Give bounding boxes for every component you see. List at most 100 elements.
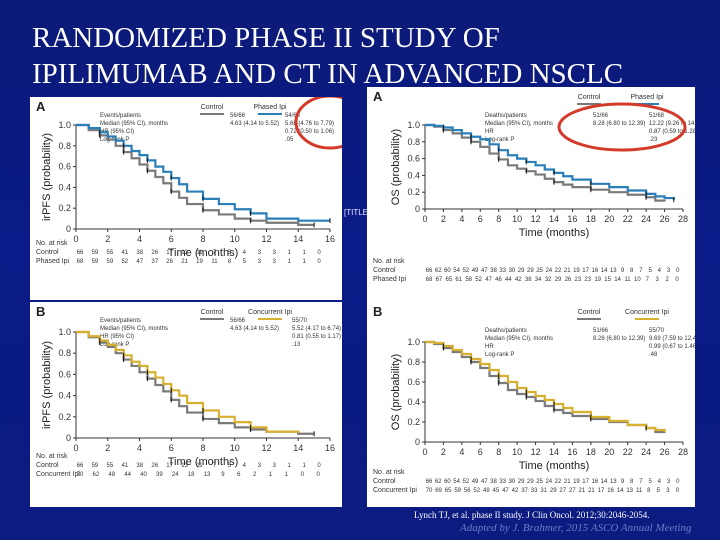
risk-value: 0 xyxy=(676,268,680,274)
risk-value: 17 xyxy=(598,488,605,494)
table-row-label: HR xyxy=(485,344,494,350)
risk-value: 3 xyxy=(656,277,660,283)
table-row-label: Log-rank P xyxy=(485,137,514,143)
x-tick-label: 14 xyxy=(549,447,559,457)
table-treatment-value: 9.69 (7.59 to 12.46) xyxy=(649,336,695,342)
citation: Lynch TJ, et al. phase II study. J Clin … xyxy=(414,510,650,520)
legend-label: Control xyxy=(201,309,224,316)
y-tick-label: 0.4 xyxy=(58,391,71,401)
panel-label: A xyxy=(36,99,46,114)
chart-os-phased: A00.20.40.60.81.00 2 4 6 8 10 12 14 16 18 20 22 24 26… xyxy=(373,89,695,283)
risk-value: 49 xyxy=(472,479,479,485)
km-curve-phased-ipi xyxy=(425,123,675,200)
x-tick-label: 14 xyxy=(293,234,303,244)
risk-value: 44 xyxy=(505,277,512,283)
risk-value: 47 xyxy=(502,488,509,494)
table-treatment-value: .23 xyxy=(649,137,658,143)
risk-value: 32 xyxy=(545,277,552,283)
x-tick-label: 4 xyxy=(459,447,464,457)
table-control-value: 4.63 (4.14 to 5.52) xyxy=(230,326,279,332)
x-tick-label: 26 xyxy=(660,447,670,457)
risk-value: 4 xyxy=(243,250,247,256)
highlight-circle xyxy=(294,97,342,150)
risk-value: 13 xyxy=(610,268,617,274)
x-tick-label: 0 xyxy=(422,214,427,224)
risk-value: 1 xyxy=(288,259,292,265)
risk-value: 3 xyxy=(273,259,277,265)
x-tick-label: 4 xyxy=(137,234,142,244)
x-tick-label: 0 xyxy=(73,443,78,453)
x-tick-label: 10 xyxy=(512,214,522,224)
legend-label: Phased Ipi xyxy=(630,94,664,101)
risk-value: 62 xyxy=(435,479,442,485)
y-tick-label: 0.6 xyxy=(58,162,71,172)
risk-value: 59 xyxy=(92,463,99,469)
table-treatment-value: .13 xyxy=(292,342,301,348)
risk-table-title: No. at risk xyxy=(373,469,405,476)
table-row-label: Median (95% CI), months xyxy=(485,336,553,342)
risk-value: 23 xyxy=(575,277,582,283)
x-tick-label: 6 xyxy=(478,214,483,224)
risk-table-title: No. at risk xyxy=(36,240,68,247)
risk-value: 39 xyxy=(156,472,163,478)
risk-value: 52 xyxy=(463,268,470,274)
risk-value: 68 xyxy=(426,277,433,283)
risk-value: 44 xyxy=(124,472,131,478)
risk-value: 22 xyxy=(555,268,562,274)
risk-value: 1 xyxy=(288,250,292,256)
table-treatment-value: 5.68 (4.76 to 7.79) xyxy=(285,121,334,127)
risk-value: 47 xyxy=(481,268,488,274)
y-tick-label: 0 xyxy=(66,224,71,234)
risk-value: 66 xyxy=(426,268,433,274)
risk-value: 1 xyxy=(285,472,289,478)
table-row-label: Events/patients xyxy=(100,113,141,119)
risk-value: 13 xyxy=(626,488,633,494)
risk-value: 49 xyxy=(472,268,479,274)
risk-value: 38 xyxy=(136,463,143,469)
risk-value: 66 xyxy=(426,479,433,485)
table-row-label: Median (95% CI), months xyxy=(100,326,168,332)
table-control-value: 56/66 xyxy=(230,318,246,324)
y-axis-label: OS (probability) xyxy=(390,129,402,205)
risk-value: 19 xyxy=(594,277,601,283)
table-row-label: Median (95% CI), months xyxy=(485,121,553,127)
risk-value: 70 xyxy=(426,488,433,494)
y-tick-label: 0.2 xyxy=(58,203,71,213)
risk-value: 11 xyxy=(211,259,218,265)
legend-label: Control xyxy=(201,104,224,111)
risk-value: 21 xyxy=(564,479,571,485)
x-tick-label: 8 xyxy=(496,447,501,457)
table-control-value: 8.28 (6.80 to 12.39) xyxy=(593,336,645,342)
highlight-circle xyxy=(557,102,687,152)
risk-value: 52 xyxy=(121,259,128,265)
x-tick-label: 2 xyxy=(441,214,446,224)
x-tick-label: 20 xyxy=(604,214,614,224)
risk-value: 11 xyxy=(196,463,203,469)
x-tick-label: 12 xyxy=(261,234,271,244)
risk-value: 13 xyxy=(610,479,617,485)
y-tick-label: 1.0 xyxy=(407,337,420,347)
y-tick-label: 1.0 xyxy=(58,327,71,337)
table-row-label: HR (95% CI) xyxy=(100,129,134,135)
risk-value: 29 xyxy=(555,277,562,283)
x-tick-label: 18 xyxy=(586,214,596,224)
x-tick-label: 24 xyxy=(641,214,651,224)
y-tick-label: 0.4 xyxy=(407,397,420,407)
risk-value: 3 xyxy=(258,250,262,256)
x-tick-label: 0 xyxy=(422,447,427,457)
risk-value: 62 xyxy=(93,472,100,478)
risk-value: 6 xyxy=(237,472,241,478)
panel-irpfs-concurrent: B 0 0.2 0.4 0.6 0.8 1.0 0 2 4 6 8 10 12 14 16 Time (mont… xyxy=(30,302,342,507)
title-line-1: RANDOMIZED PHASE II STUDY OF xyxy=(32,22,500,54)
y-tick-label: 0.8 xyxy=(58,141,71,151)
risk-value: 7 xyxy=(639,479,643,485)
risk-value: 0 xyxy=(675,277,679,283)
risk-value: 15 xyxy=(604,277,611,283)
table-row-label: Log-rank P xyxy=(485,352,514,358)
table-row-label: HR (95% CI) xyxy=(100,334,134,340)
risk-value: 30 xyxy=(509,268,516,274)
x-tick-label: 22 xyxy=(623,447,633,457)
risk-value: 14 xyxy=(601,268,608,274)
y-tick-label: 0.6 xyxy=(407,154,420,164)
risk-value: 27 xyxy=(569,488,576,494)
